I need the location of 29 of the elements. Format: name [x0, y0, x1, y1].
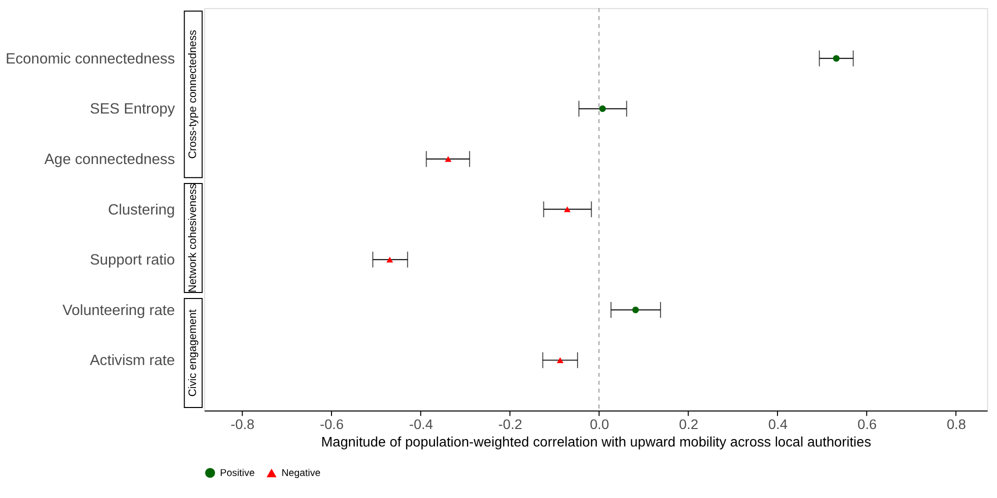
- x-axis-title: Magnitude of population-weighted correlation with upward mobility across local authorities: [321, 434, 872, 450]
- legend-label: Negative: [281, 468, 322, 479]
- text: Network cohesiveness: [187, 183, 200, 293]
- x-tick-label: -0.8: [230, 416, 255, 432]
- y-tick-label: Support ratio: [90, 252, 175, 269]
- x-tick-label: -0.2: [498, 416, 522, 432]
- point: [632, 306, 639, 314]
- x-tick-label: 0.4: [768, 416, 788, 432]
- point: [832, 55, 840, 62]
- point: [599, 105, 606, 112]
- point: [444, 156, 452, 162]
- text: Civic engagement: [187, 309, 200, 397]
- y-tick-label: Volunteering rate: [62, 302, 175, 319]
- y-tick-label: Economic connectedness: [6, 51, 175, 68]
- x-tick-label: 0.8: [946, 416, 966, 432]
- point: [564, 206, 571, 212]
- x-tick-label: 0.2: [679, 416, 699, 432]
- y-tick-label: Age connectedness: [44, 152, 175, 168]
- legend-label: Positive: [220, 468, 256, 479]
- y-tick-label: Clustering: [108, 202, 175, 218]
- x-tick-label: 0.6: [857, 416, 878, 432]
- y-tick-label: SES Entropy: [90, 102, 176, 118]
- text: Cross-type connectedness: [187, 29, 200, 159]
- x-tick-label: -0.4: [409, 416, 434, 432]
- point: [386, 256, 394, 262]
- y-tick-label: Activism rate: [90, 353, 175, 370]
- x-tick-label: -0.6: [320, 416, 344, 432]
- point: [556, 357, 564, 364]
- x-tick-label: 0.0: [590, 416, 610, 432]
